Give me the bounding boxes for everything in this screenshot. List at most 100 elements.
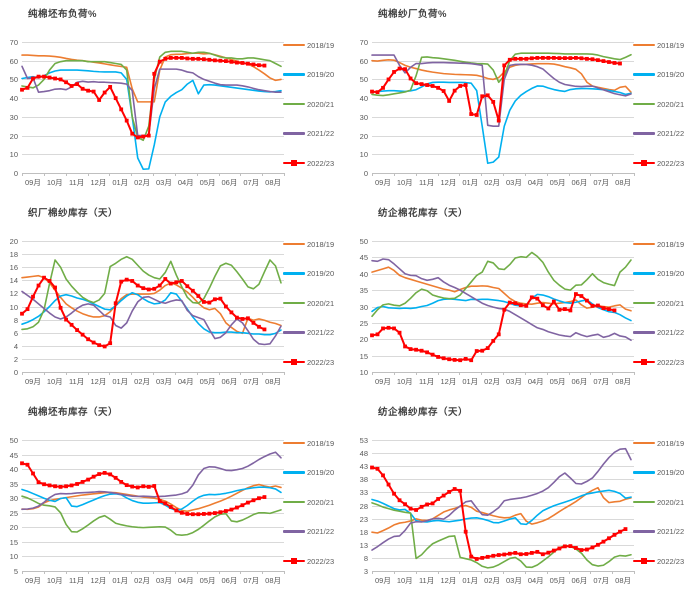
legend-label: 2020/21 [657, 99, 685, 109]
legend-label: 2019/20 [657, 468, 685, 477]
legend-label: 2021/22 [657, 527, 685, 536]
legend-label: 2022/23 [657, 158, 685, 168]
chart-title: 纺企棉纱库存（天） [378, 407, 469, 418]
legend-line-swatch [283, 441, 305, 445]
legend-item-2019-20: 2019/20 [633, 467, 684, 479]
chart-legend: 2018/19 2019/20 2020/21 2021/22 2022/23 [283, 437, 334, 567]
legend-label: 2019/20 [657, 70, 685, 79]
legend-line-swatch [633, 331, 655, 334]
legend-line-swatch [283, 242, 305, 246]
legend-line-swatch [633, 500, 655, 504]
legend-label: 2020/21 [307, 497, 335, 507]
legend-line-swatch [633, 441, 655, 445]
legend-item-2018-19: 2018/19 [283, 437, 334, 449]
legend-line-swatch [633, 359, 655, 366]
legend-line-swatch [283, 359, 305, 366]
legend-label: 2022/23 [657, 556, 685, 566]
legend-item-2019-20: 2019/20 [633, 268, 684, 280]
legend-item-2019-20: 2019/20 [283, 69, 334, 81]
legend-label: 2019/20 [657, 269, 685, 278]
legend-line-swatch [283, 43, 305, 47]
legend-marker-square [291, 558, 297, 565]
legend-line-swatch [633, 272, 655, 275]
chart-cell-weaver-yarn-inventory: 织厂棉纱库存（天） 2018/19 2019/20 2020/21 2021/22 20… [0, 199, 350, 398]
chart-title: 织厂棉纱库存（天） [28, 208, 119, 219]
legend-item-2018-19: 2018/19 [633, 437, 684, 449]
legend-line-swatch [283, 500, 305, 504]
legend-line-swatch [633, 160, 655, 167]
legend-item-2020-21: 2020/21 [633, 98, 684, 110]
legend-item-2021-22: 2021/22 [283, 526, 334, 538]
legend-line-swatch [633, 558, 655, 565]
chart-legend: 2018/19 2019/20 2020/21 2021/22 2022/23 [633, 437, 684, 567]
legend-item-2022-23: 2022/23 [283, 555, 334, 567]
chart-legend: 2018/19 2019/20 2020/21 2021/22 2022/23 [633, 238, 684, 368]
legend-label: 2018/19 [657, 40, 685, 50]
legend-label: 2022/23 [307, 357, 335, 367]
legend-line-swatch [283, 102, 305, 106]
legend-line-swatch [283, 73, 305, 76]
legend-item-2021-22: 2021/22 [283, 128, 334, 140]
legend-marker-square [641, 160, 647, 167]
chart-legend: 2018/19 2019/20 2020/21 2021/22 2022/23 [283, 238, 334, 368]
legend-label: 2021/22 [307, 129, 335, 138]
legend-marker-square [641, 558, 647, 565]
legend-item-2021-22: 2021/22 [283, 327, 334, 339]
legend-line-swatch [283, 471, 305, 474]
legend-item-2018-19: 2018/19 [283, 238, 334, 250]
legend-line-swatch [633, 132, 655, 135]
legend-item-2019-20: 2019/20 [283, 268, 334, 280]
legend-label: 2020/21 [657, 298, 685, 308]
chart-title: 纯棉纱厂负荷% [378, 9, 447, 20]
legend-label: 2020/21 [657, 497, 685, 507]
legend-line-swatch [283, 272, 305, 275]
legend-item-2018-19: 2018/19 [633, 39, 684, 51]
legend-item-2021-22: 2021/22 [633, 327, 684, 339]
legend-item-2018-19: 2018/19 [283, 39, 334, 51]
legend-label: 2022/23 [307, 158, 335, 168]
legend-label: 2021/22 [307, 328, 335, 337]
legend-label: 2022/23 [307, 556, 335, 566]
legend-label: 2019/20 [307, 269, 335, 278]
chart-title: 纯棉坯布库存（天） [28, 407, 119, 418]
chart-cell-spinner-cotton-inventory: 纺企棉花库存（天） 2018/19 2019/20 2020/21 2021/22 20… [350, 199, 700, 398]
legend-label: 2018/19 [657, 438, 685, 448]
legend-item-2020-21: 2020/21 [633, 297, 684, 309]
chart-legend: 2018/19 2019/20 2020/21 2021/22 2022/23 [633, 39, 684, 169]
legend-label: 2020/21 [307, 99, 335, 109]
legend-item-2021-22: 2021/22 [633, 526, 684, 538]
legend-label: 2018/19 [657, 239, 685, 249]
chart-cell-greige-inventory: 纯棉坯布库存（天） 2018/19 2019/20 2020/21 2021/22 20… [0, 398, 350, 597]
chart-legend: 2018/19 2019/20 2020/21 2021/22 2022/23 [283, 39, 334, 169]
legend-label: 2019/20 [307, 468, 335, 477]
legend-item-2020-21: 2020/21 [633, 496, 684, 508]
legend-item-2021-22: 2021/22 [633, 128, 684, 140]
legend-item-2020-21: 2020/21 [283, 98, 334, 110]
legend-item-2018-19: 2018/19 [633, 238, 684, 250]
legend-line-swatch [283, 301, 305, 305]
legend-label: 2020/21 [307, 298, 335, 308]
legend-item-2019-20: 2019/20 [633, 69, 684, 81]
legend-item-2022-23: 2022/23 [633, 157, 684, 169]
chart-title: 纺企棉花库存（天） [378, 208, 469, 219]
chart-cell-spinner-yarn-inventory: 纺企棉纱库存（天） 2018/19 2019/20 2020/21 2021/22 20… [350, 398, 700, 597]
legend-item-2022-23: 2022/23 [283, 356, 334, 368]
legend-marker-square [291, 160, 297, 167]
legend-marker-square [291, 359, 297, 366]
legend-line-swatch [283, 160, 305, 167]
legend-line-swatch [633, 530, 655, 533]
legend-line-swatch [633, 73, 655, 76]
legend-item-2022-23: 2022/23 [633, 555, 684, 567]
legend-label: 2019/20 [307, 70, 335, 79]
legend-item-2022-23: 2022/23 [633, 356, 684, 368]
legend-item-2019-20: 2019/20 [283, 467, 334, 479]
legend-line-swatch [283, 530, 305, 533]
legend-line-swatch [633, 43, 655, 47]
chart-cell-greige-load: 纯棉坯布负荷% 2018/19 2019/20 2020/21 2021/22 2022… [0, 0, 350, 199]
legend-line-swatch [283, 558, 305, 565]
legend-line-swatch [633, 471, 655, 474]
chart-cell-yarn-mill-load: 纯棉纱厂负荷% 2018/19 2019/20 2020/21 2021/22 2022… [350, 0, 700, 199]
legend-item-2020-21: 2020/21 [283, 496, 334, 508]
